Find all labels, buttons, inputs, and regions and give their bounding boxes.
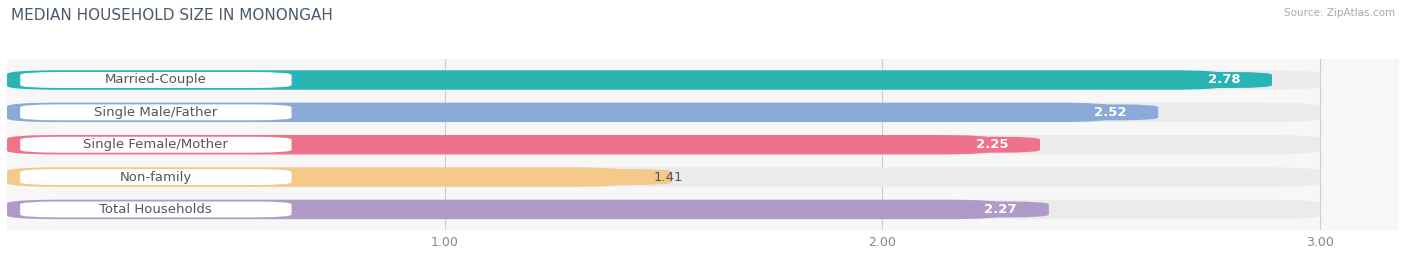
FancyBboxPatch shape (1175, 72, 1272, 88)
FancyBboxPatch shape (20, 202, 291, 217)
FancyBboxPatch shape (20, 137, 291, 153)
FancyBboxPatch shape (7, 168, 624, 187)
Text: Total Households: Total Households (100, 203, 212, 216)
FancyBboxPatch shape (7, 168, 1320, 187)
FancyBboxPatch shape (576, 169, 672, 185)
FancyBboxPatch shape (20, 72, 291, 88)
FancyBboxPatch shape (952, 202, 1049, 217)
FancyBboxPatch shape (20, 169, 291, 185)
FancyBboxPatch shape (7, 103, 1111, 122)
Text: 2.52: 2.52 (1094, 106, 1126, 119)
Text: 2.27: 2.27 (984, 203, 1017, 216)
FancyBboxPatch shape (7, 70, 1223, 90)
FancyBboxPatch shape (7, 70, 1320, 90)
Text: MEDIAN HOUSEHOLD SIZE IN MONONGAH: MEDIAN HOUSEHOLD SIZE IN MONONGAH (11, 8, 333, 23)
Text: 2.78: 2.78 (1208, 73, 1240, 87)
Text: Source: ZipAtlas.com: Source: ZipAtlas.com (1284, 8, 1395, 18)
FancyBboxPatch shape (20, 105, 291, 120)
FancyBboxPatch shape (7, 200, 1001, 219)
FancyBboxPatch shape (7, 135, 991, 154)
Text: 2.25: 2.25 (976, 138, 1008, 151)
FancyBboxPatch shape (1062, 105, 1159, 120)
FancyBboxPatch shape (7, 200, 1320, 219)
FancyBboxPatch shape (943, 137, 1040, 153)
Text: Single Female/Mother: Single Female/Mother (83, 138, 228, 151)
FancyBboxPatch shape (7, 103, 1320, 122)
Text: Non-family: Non-family (120, 171, 193, 184)
FancyBboxPatch shape (7, 135, 1320, 154)
Text: 1.41: 1.41 (654, 171, 683, 184)
Text: Married-Couple: Married-Couple (105, 73, 207, 87)
Text: Single Male/Father: Single Male/Father (94, 106, 218, 119)
